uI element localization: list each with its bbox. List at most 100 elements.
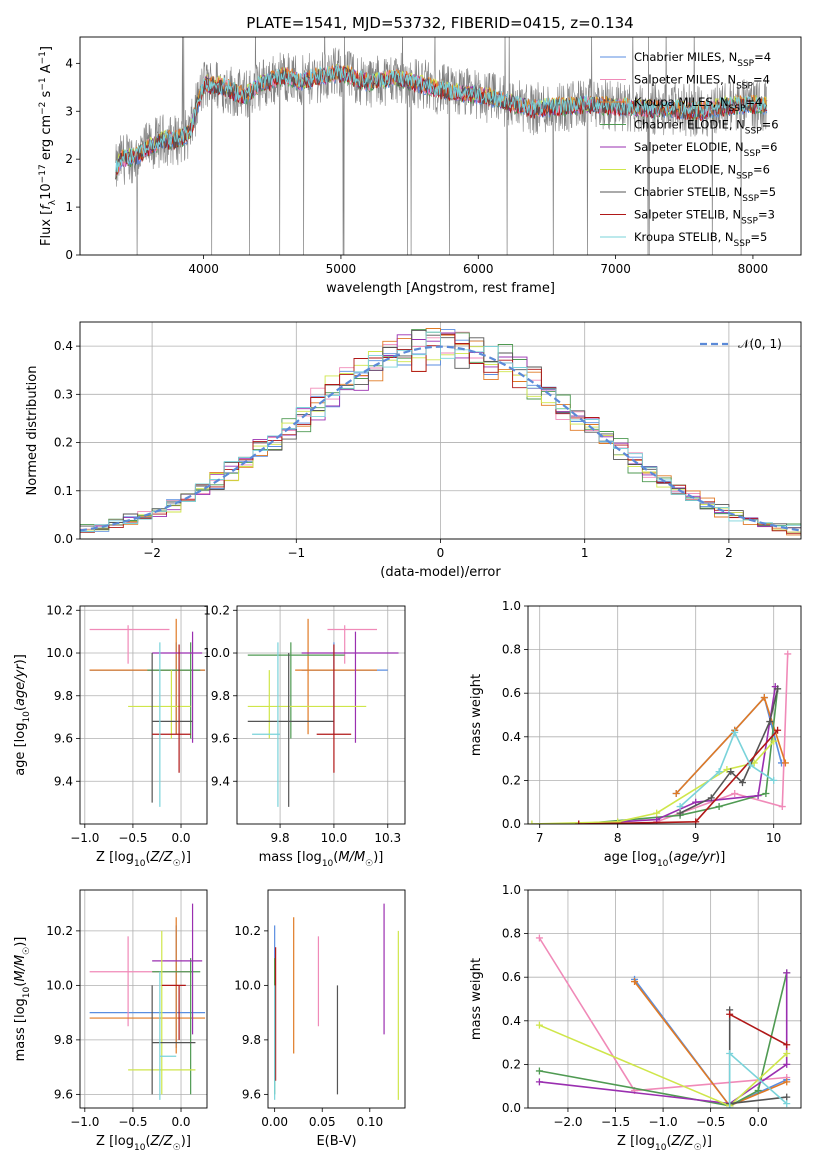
x-tick-label: 10.3 — [374, 831, 401, 845]
y-tick-label: 10.2 — [46, 603, 73, 617]
y-tick-label: 10.0 — [203, 646, 230, 660]
x-tick-label: 9.8 — [271, 831, 290, 845]
weight-point — [528, 820, 536, 824]
weight-line — [539, 972, 788, 1105]
y-tick-label: 0.0 — [54, 532, 73, 546]
legend-label: Salpeter ELODIE, NSSP=6 — [634, 140, 777, 159]
weight-point — [783, 969, 791, 977]
spectrum-panel: 4000 5000 6000 7000 8000 0 1 2 3 4 wavelength [Ang… — [38, 36, 802, 296]
weight-point — [783, 1050, 791, 1057]
weight-point — [723, 766, 731, 773]
weight-point — [676, 809, 684, 817]
weight-line — [656, 653, 789, 823]
x-tick-label: 5000 — [326, 262, 357, 276]
weight-point — [731, 728, 739, 736]
x-tick-label: 0.10 — [356, 1115, 383, 1129]
weight-line — [539, 972, 788, 1107]
weight-point — [784, 650, 792, 658]
weight-point — [781, 759, 789, 767]
y-axis-label: age [log10(age/yr)] — [13, 654, 32, 776]
y-tick-label: 0.4 — [502, 1014, 521, 1028]
y-tick-label: 0.3 — [54, 387, 73, 401]
weight-point — [783, 1100, 791, 1108]
weight-series — [535, 934, 791, 1108]
weight-series — [528, 650, 792, 824]
weight-point — [726, 1010, 734, 1018]
weight-point — [692, 818, 700, 824]
y-axis-label: Flux [fλ10−17 erg cm−2 s−1 A−1] — [38, 46, 58, 246]
weight-point — [731, 789, 739, 797]
y-tick-label: 9.6 — [54, 1087, 73, 1101]
panels: 4000 5000 6000 7000 8000 0 1 2 3 4 wavelength [Ang… — [13, 36, 802, 1153]
model-spectrum — [115, 66, 768, 180]
y-tick-label: 9.4 — [54, 774, 73, 788]
weight-point — [535, 1078, 543, 1086]
x-tick-label: 7 — [536, 831, 544, 845]
x-tick-label: 6000 — [463, 262, 494, 276]
x-axis-label: mass [log10(M/M☉)] — [259, 850, 384, 869]
weight-line — [578, 688, 779, 824]
weight-point — [762, 789, 770, 797]
y-tick-label: 10.2 — [46, 924, 73, 938]
legend-label: Kroupa MILES, NSSP=4 — [634, 95, 762, 114]
y-tick-label: 9.8 — [54, 1033, 73, 1047]
x-tick-label: 10 — [766, 831, 781, 845]
y-tick-label: 0.8 — [502, 927, 521, 941]
weight-point — [746, 761, 754, 769]
weight-point — [739, 779, 746, 787]
weight-point — [614, 818, 622, 824]
x-tick-label: 10.0 — [321, 831, 348, 845]
x-tick-label: 0 — [437, 546, 445, 560]
x-tick-label: 4000 — [188, 262, 219, 276]
weight-point — [770, 776, 778, 784]
axes-frame — [79, 605, 208, 825]
y-tick-label: 9.8 — [242, 1033, 261, 1047]
x-tick-label: −1.5 — [601, 1115, 630, 1129]
weight-point — [715, 803, 723, 811]
axes-frame — [267, 889, 406, 1109]
x-tick-label: 0.00 — [261, 1115, 288, 1129]
weight-point — [676, 803, 684, 811]
x-tick-label: 0.0 — [171, 1115, 190, 1129]
spectrum-lines — [115, 37, 768, 255]
y-tick-label: 10.0 — [46, 646, 73, 660]
weight-point — [575, 820, 583, 824]
weight-point — [715, 768, 723, 776]
error-bars — [247, 618, 399, 807]
x-axis-label: E(B-V) — [316, 1134, 356, 1149]
y-tick-label: 3 — [65, 104, 73, 118]
y-axis-label: mass weight — [469, 674, 484, 756]
x-axis-label: (data-model)/error — [380, 565, 501, 580]
x-axis-label: age [log10(age/yr)] — [604, 850, 726, 869]
y-tick-label: 0.2 — [54, 436, 73, 450]
weight-line — [531, 740, 775, 824]
weight-point — [535, 1067, 543, 1075]
y-tick-label: 0.2 — [502, 773, 521, 787]
weight-point — [653, 809, 661, 817]
mass-vs-Z-panel: −1.0 −0.5 0.0 9.6 9.8 10.0 10.2 Z [log10(Z/Z☉)]… — [13, 889, 208, 1153]
error-bars — [89, 903, 206, 1100]
x-tick-label: −0.5 — [118, 1115, 147, 1129]
y-tick-label: 0 — [65, 248, 73, 262]
axes-frame — [79, 36, 802, 256]
figure-title: PLATE=1541, MJD=53732, FIBERID=0415, z=0… — [246, 14, 633, 32]
age-vs-Z-panel: −1.0 −0.5 0.0 9.4 9.6 9.8 10.0 10.2 Z [log10(Z/Z… — [13, 603, 208, 869]
x-tick-label: −1 — [287, 546, 305, 560]
y-tick-label: 9.4 — [211, 774, 230, 788]
legend-label: Chabrier MILES, NSSP=4 — [634, 50, 771, 69]
weight-point — [707, 794, 715, 802]
model-spectrum — [115, 65, 768, 180]
weight-point — [774, 726, 782, 734]
weight-point — [783, 1041, 791, 1049]
weight-point — [760, 694, 768, 702]
x-tick-label: 0.0 — [749, 1115, 768, 1129]
weight-vs-age-panel: 7 8 9 10 0.0 0.2 0.4 0.6 0.8 1.0 age [log10(age/yr… — [469, 599, 802, 869]
weight-point — [783, 1078, 791, 1086]
x-tick-label: −2.0 — [553, 1115, 582, 1129]
axes-frame — [527, 605, 802, 825]
y-tick-label: 0.0 — [502, 1101, 521, 1115]
x-tick-label: 0.0 — [171, 831, 190, 845]
y-axis-label: mass weight — [469, 958, 484, 1040]
y-tick-label: 9.6 — [211, 732, 230, 746]
